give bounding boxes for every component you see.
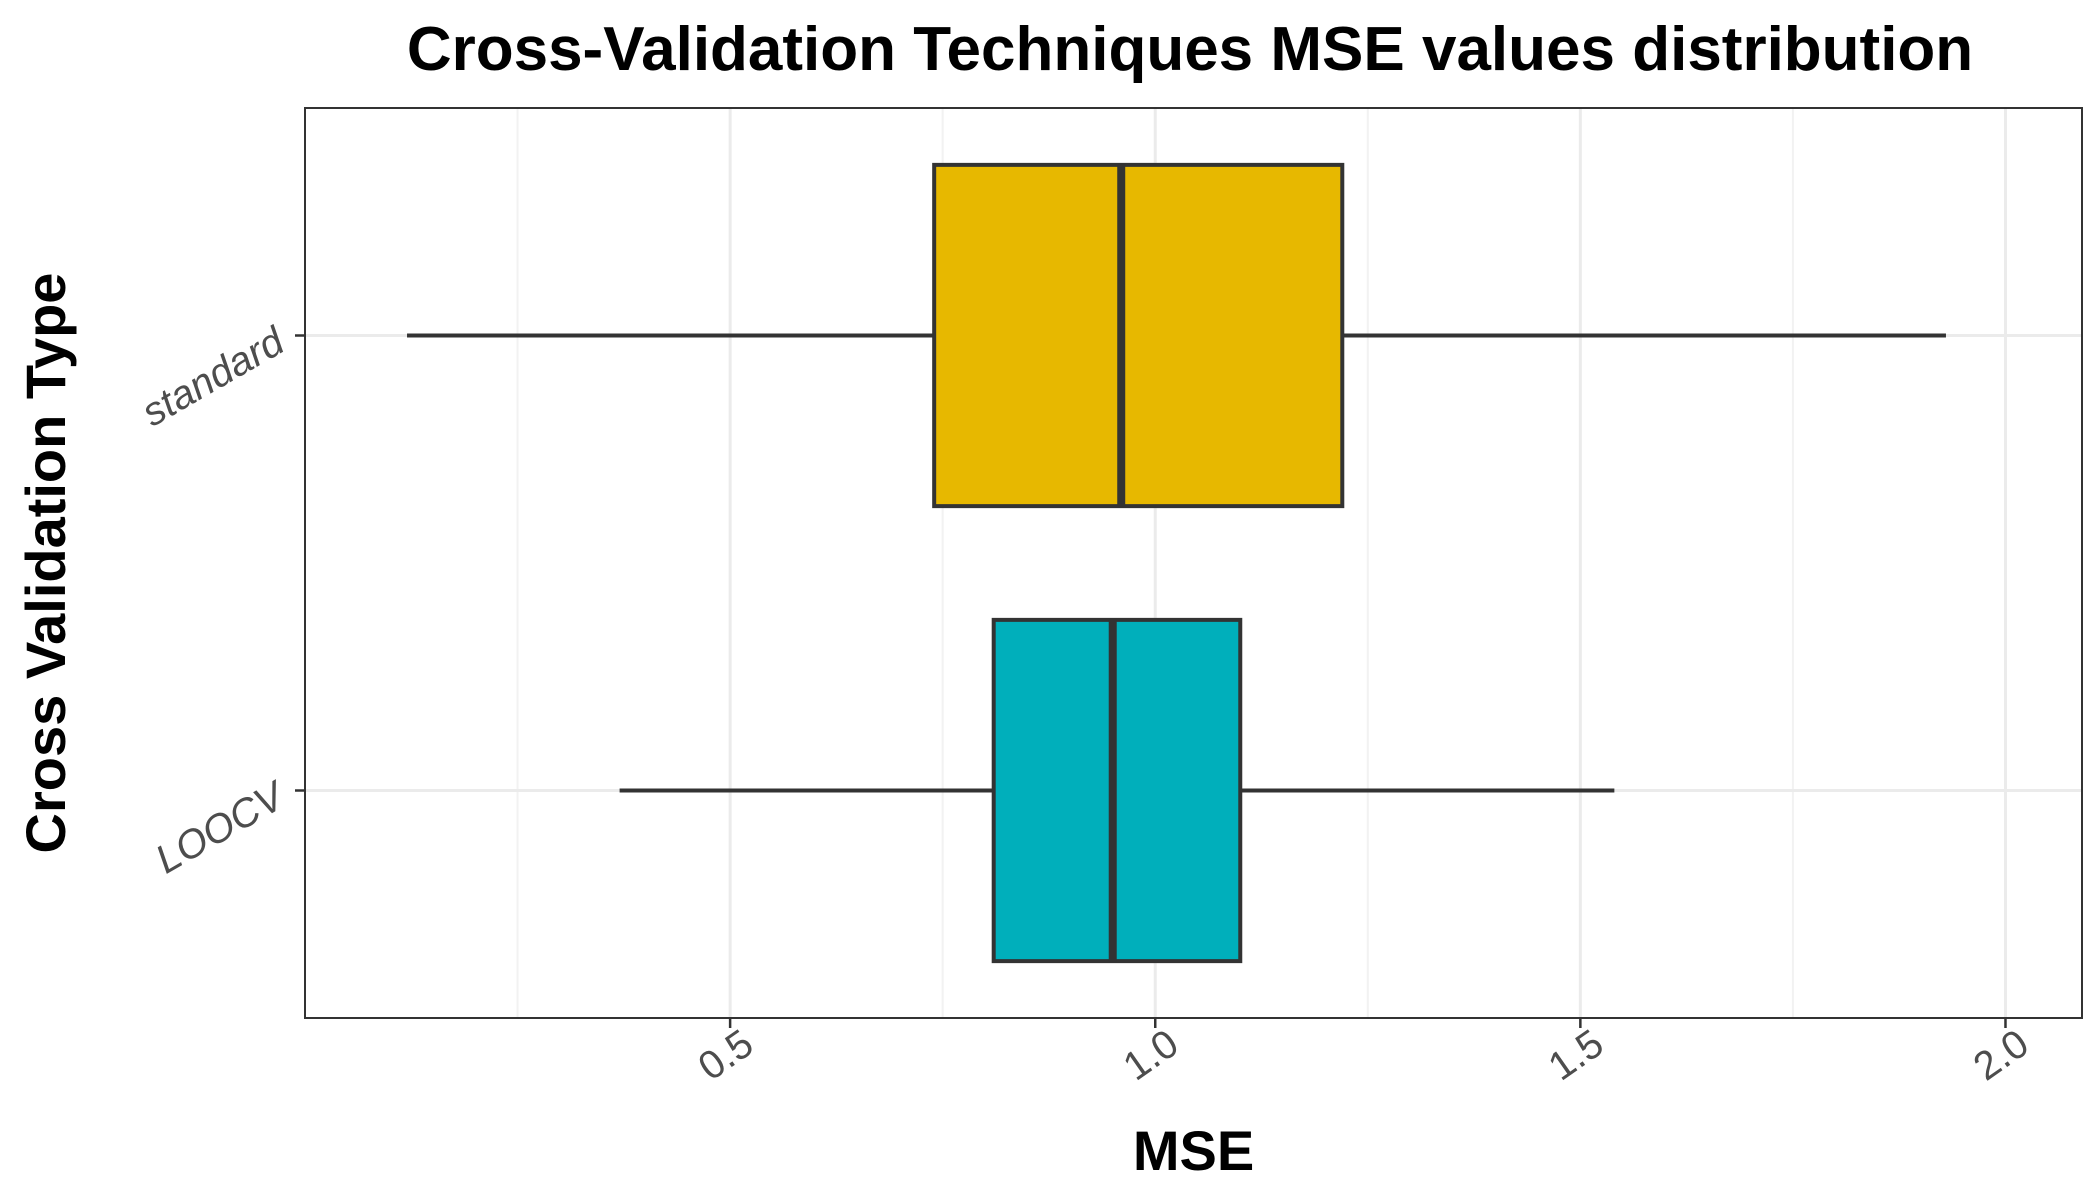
plot-panel (304, 107, 2083, 1019)
panel-border (304, 107, 2083, 1019)
x-tick-label: 2.0 (1966, 1021, 2037, 1089)
chart-title: Cross-Validation Techniques MSE values d… (407, 15, 1973, 84)
box-series (407, 162, 1946, 964)
iqr-box (932, 162, 1345, 509)
x-axis-title: MSE (1133, 1119, 1254, 1182)
x-tick-label: 0.5 (690, 1021, 761, 1089)
iqr-box (991, 617, 1243, 964)
x-tick-label: 1.0 (1116, 1021, 1187, 1089)
y-tick-label-standard: standard (135, 318, 293, 435)
y-axis-title: Cross Validation Type (14, 273, 77, 854)
x-axis: 0.5 1.0 1.5 2.0 (690, 1018, 2037, 1089)
box-standard (407, 162, 1946, 509)
y-axis: standard LOOCV (135, 318, 305, 882)
x-tick-label: 1.5 (1541, 1021, 1612, 1089)
y-tick-label-LOOCV: LOOCV (148, 773, 294, 883)
box-LOOCV (619, 617, 1615, 964)
